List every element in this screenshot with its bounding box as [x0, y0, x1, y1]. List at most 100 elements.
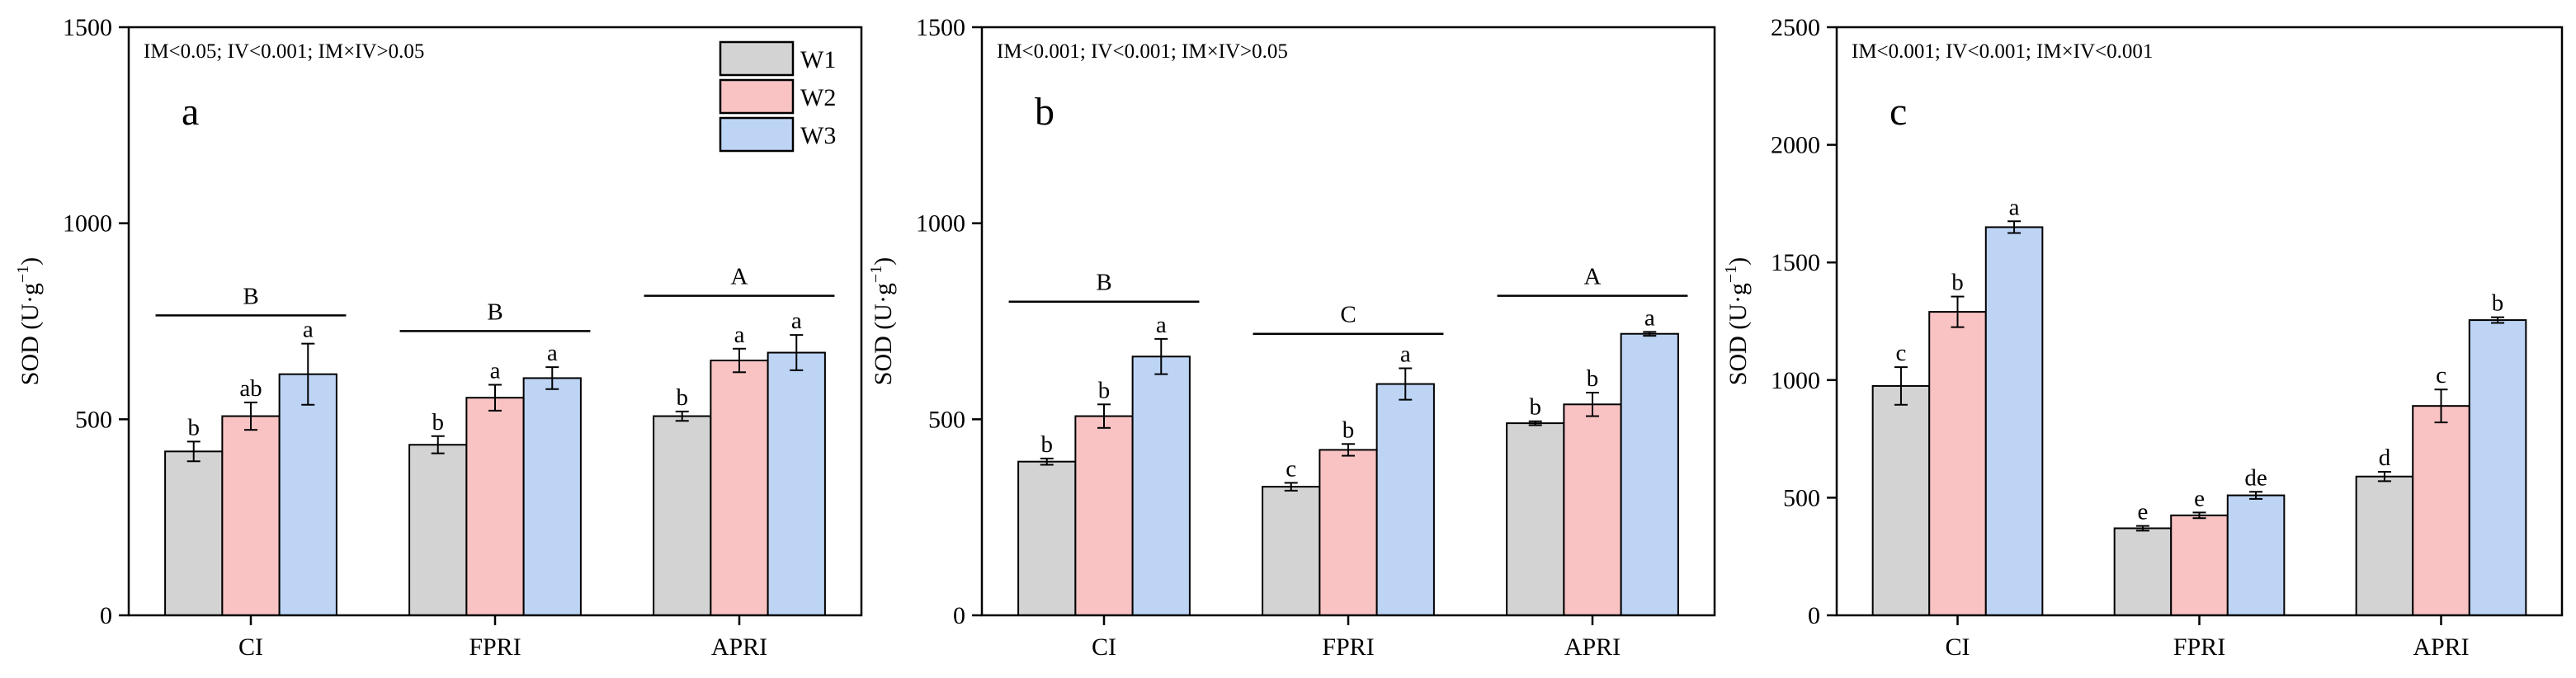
significance-letter: de [2244, 464, 2267, 491]
significance-letter: a [791, 308, 802, 334]
stats-annotation: IM<0.001; IV<0.001; IM×IV<0.001 [1852, 40, 2153, 63]
panel-c: 0 500 1000 1500 2000 2500 SOD (U·g−1) CI c b a FPRI… [1722, 14, 2564, 661]
y-tick-label: 0 [100, 602, 112, 629]
x-tick-label: FPRI [469, 633, 521, 661]
significance-letter: b [1040, 431, 1053, 458]
legend-label: W2 [800, 84, 836, 111]
y-tick-label: 500 [928, 406, 965, 433]
significance-letter: a [1400, 341, 1411, 368]
panel-letter: a [182, 90, 199, 134]
y-tick-label: 0 [953, 602, 965, 629]
significance-letter: c [2436, 362, 2446, 388]
significance-letter: a [734, 322, 745, 348]
legend-swatch-W3 [719, 116, 795, 153]
x-tick-label: CI [1092, 633, 1116, 661]
significance-letter: b [1342, 417, 1355, 443]
group-letter: B [1096, 270, 1111, 296]
panel-letter: b [1035, 90, 1054, 134]
bar-W3-APRI [1620, 332, 1679, 616]
plot-frame [980, 26, 1716, 617]
group-letter: B [487, 299, 502, 325]
bar-W2-APRI [710, 360, 769, 616]
group-letter: B [243, 283, 258, 309]
legend-swatch-W1 [719, 40, 795, 77]
significance-letter: b [432, 409, 444, 436]
group-letter: C [1340, 302, 1356, 328]
y-axis-label-superscript: −1 [867, 266, 885, 283]
group-letter: A [1584, 264, 1602, 290]
significance-letter: b [187, 414, 200, 440]
bar-W3-APRI [2468, 319, 2527, 616]
y-tick-label: 500 [75, 406, 112, 433]
y-tick-label: 1000 [1771, 367, 1820, 394]
significance-letter: e [2138, 499, 2149, 525]
bar-W3-FPRI [2226, 494, 2286, 616]
y-axis-label-close: ) [1724, 257, 1752, 266]
significance-letter: b [1951, 270, 1964, 296]
y-axis-label: SOD (U·g−1) [1722, 257, 1752, 385]
legend: W1 W2 W3 [719, 40, 836, 153]
bar-W2-APRI [2412, 405, 2470, 616]
x-tick-label: FPRI [1322, 633, 1374, 661]
significance-letter: e [2194, 485, 2205, 511]
panel-a: 0 500 1000 1500 SOD (U·g−1) CI b ab a B FPRI b a a B AP… [14, 14, 863, 661]
bar-W3-CI [278, 373, 337, 616]
bar-W3-FPRI [1375, 383, 1435, 616]
x-tick-label: APRI [1564, 633, 1621, 661]
bar-W1-APRI [653, 415, 712, 616]
significance-letter: a [1156, 312, 1167, 338]
y-axis-label: SOD (U·g−1) [867, 257, 897, 385]
bar-W1-APRI [2355, 475, 2414, 616]
legend-label: W3 [800, 122, 836, 149]
significance-letter: ab [239, 375, 262, 402]
significance-letter: a [2009, 194, 2020, 220]
y-axis-label-close: ) [17, 257, 44, 266]
y-axis-label: SOD (U·g−1) [14, 257, 44, 385]
group-letter: A [731, 264, 748, 290]
bar-W2-CI [1074, 415, 1134, 616]
bar-W3-APRI [767, 351, 826, 616]
bar-W2-CI [1928, 311, 1987, 616]
y-tick-label: 0 [1808, 602, 1820, 629]
y-axis-label-base: SOD (U·g [17, 283, 44, 385]
x-tick-label: FPRI [2173, 633, 2225, 661]
y-tick-label: 1500 [63, 14, 112, 41]
legend-swatch-W2 [719, 78, 795, 115]
bar-W2-FPRI [2170, 514, 2229, 616]
significance-letter: a [490, 358, 501, 384]
y-tick-label: 1000 [63, 210, 112, 238]
x-tick-label: CI [1946, 633, 1970, 661]
y-axis-label-superscript: −1 [14, 266, 32, 283]
significance-letter: b [1529, 394, 1541, 421]
y-axis-label-superscript: −1 [1722, 266, 1740, 283]
x-tick-label: APRI [711, 633, 767, 661]
legend-label: W1 [800, 46, 836, 73]
plot-frame [127, 26, 863, 617]
bar-W3-FPRI [522, 377, 582, 616]
bar-W1-APRI [1506, 422, 1565, 616]
bar-W2-CI [221, 415, 281, 616]
bar-W2-FPRI [465, 397, 525, 616]
x-tick-label: CI [238, 633, 263, 661]
y-tick-label: 1500 [1771, 249, 1820, 276]
bar-W1-CI [164, 450, 224, 616]
bar-W1-CI [1017, 460, 1077, 616]
y-axis-label-close: ) [870, 257, 897, 266]
y-tick-label: 1500 [916, 14, 965, 41]
stats-annotation: IM<0.05; IV<0.001; IM×IV>0.05 [144, 40, 424, 63]
bar-W1-FPRI [1262, 486, 1321, 616]
y-axis-label-base: SOD (U·g [1724, 283, 1752, 385]
y-axis-label-base: SOD (U·g [870, 283, 897, 385]
significance-letter: b [1587, 365, 1599, 392]
significance-letter: b [2492, 290, 2504, 317]
bar-W3-CI [1131, 355, 1191, 616]
y-tick-label: 2500 [1771, 14, 1820, 41]
bar-W2-APRI [1563, 403, 1622, 616]
significance-letter: a [303, 317, 314, 343]
y-tick-label: 2000 [1771, 132, 1820, 159]
bar-W1-CI [1871, 384, 1931, 616]
bar-W1-FPRI [2113, 527, 2173, 617]
stats-annotation: IM<0.001; IV<0.001; IM×IV>0.05 [997, 40, 1288, 63]
